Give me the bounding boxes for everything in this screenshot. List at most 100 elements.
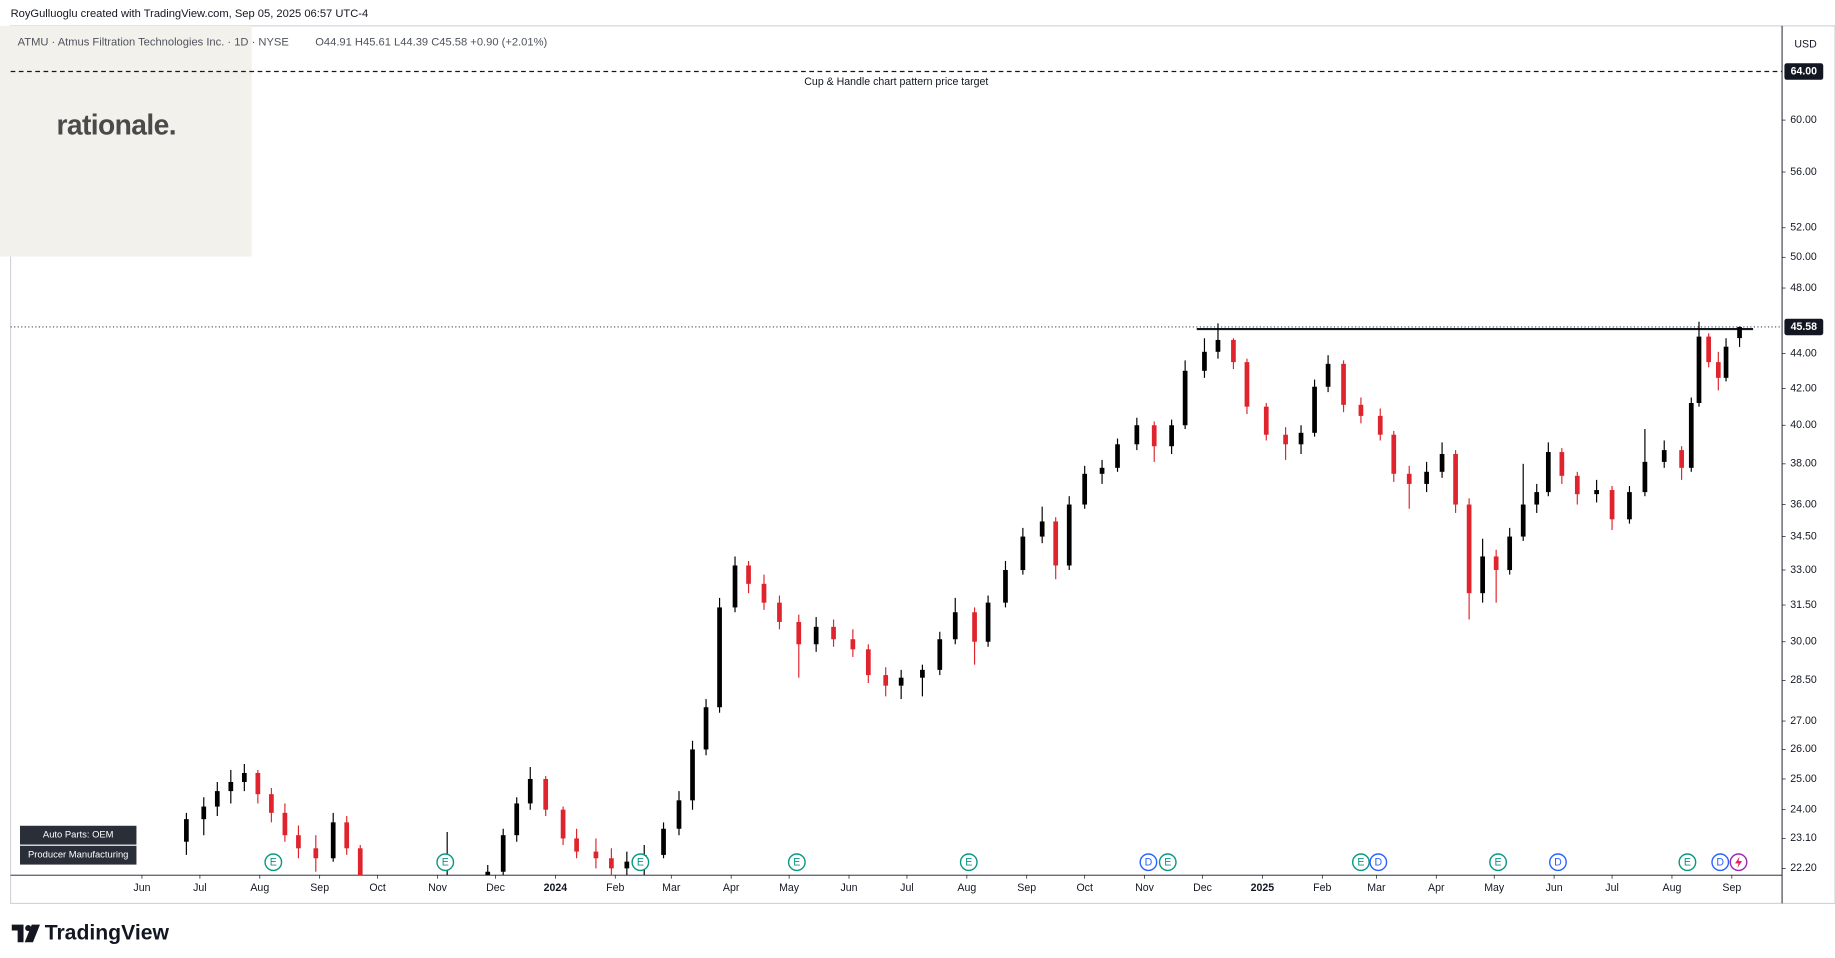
event-label: E bbox=[1164, 857, 1171, 869]
candle-body bbox=[1627, 492, 1632, 520]
x-tick-label: Aug bbox=[250, 882, 269, 894]
event-marker bbox=[959, 853, 978, 872]
candle-body bbox=[952, 612, 958, 640]
footer-brand: TradingView bbox=[45, 922, 170, 945]
y-tick-label: 31.50 bbox=[1790, 599, 1817, 611]
candle-body bbox=[1715, 362, 1721, 378]
candle-body bbox=[1020, 536, 1026, 571]
x-tick-label: Sep bbox=[1017, 882, 1036, 894]
last-price-tag bbox=[1784, 318, 1824, 336]
candle-body bbox=[1391, 434, 1397, 474]
y-tick-label: 52.00 bbox=[1790, 222, 1817, 234]
candle-body bbox=[624, 861, 630, 869]
y-tick-label: 26.00 bbox=[1790, 743, 1817, 755]
y-tick-label: 42.00 bbox=[1790, 382, 1817, 394]
candle-body bbox=[1559, 452, 1565, 476]
candle-body bbox=[1169, 425, 1174, 447]
candle-body bbox=[1325, 363, 1331, 387]
candle-body bbox=[1594, 490, 1599, 495]
candle-body bbox=[1453, 454, 1458, 505]
candle-body bbox=[514, 803, 520, 836]
y-tick-label: 60.00 bbox=[1790, 114, 1817, 126]
y-tick-label: 50.00 bbox=[1790, 251, 1817, 263]
event-marker bbox=[264, 853, 283, 872]
x-tick-label: Apr bbox=[1428, 882, 1445, 894]
x-tick-label: May bbox=[779, 882, 800, 894]
candle-body bbox=[1231, 339, 1236, 363]
candle-body bbox=[593, 851, 599, 859]
candle-body bbox=[898, 677, 904, 686]
candle-body bbox=[313, 848, 319, 859]
candle-body bbox=[357, 848, 363, 876]
candle-body bbox=[1507, 536, 1513, 571]
target-text: Cup & Handle chart pattern price target bbox=[804, 76, 988, 88]
candle-body bbox=[1706, 336, 1712, 363]
candle-body bbox=[1493, 556, 1499, 571]
x-tick-label: Oct bbox=[369, 882, 386, 894]
candle-body bbox=[796, 621, 802, 645]
y-tick-label: 27.00 bbox=[1790, 715, 1817, 727]
x-tick-label: Feb bbox=[606, 882, 624, 894]
candle-body bbox=[1151, 425, 1157, 447]
candle-body bbox=[1099, 467, 1105, 474]
x-tick-label: Mar bbox=[1367, 882, 1386, 894]
candle-body bbox=[1679, 450, 1684, 468]
candle-body bbox=[813, 626, 819, 645]
y-tick-label: 56.00 bbox=[1790, 166, 1817, 178]
candle-body bbox=[1737, 326, 1742, 339]
candle-body bbox=[574, 838, 579, 852]
y-tick-label: 44.00 bbox=[1790, 347, 1817, 359]
candle-body bbox=[972, 612, 977, 642]
event-label: E bbox=[442, 857, 449, 869]
event-marker bbox=[1711, 853, 1730, 872]
candle-body bbox=[330, 822, 336, 859]
y-tick-label: 34.50 bbox=[1790, 530, 1817, 542]
candle-body bbox=[1723, 346, 1729, 378]
tradingview-logo bbox=[11, 924, 40, 943]
y-tick-label: 48.00 bbox=[1790, 282, 1817, 294]
candle-body bbox=[1244, 362, 1250, 407]
x-tick-label: Dec bbox=[1193, 882, 1213, 894]
candle-body bbox=[269, 794, 274, 813]
candle-body bbox=[1642, 461, 1648, 493]
event-marker bbox=[631, 853, 650, 872]
x-tick-label: Jul bbox=[1605, 882, 1619, 894]
candle-body bbox=[1534, 492, 1540, 505]
candle-body bbox=[703, 707, 709, 750]
candle-body bbox=[543, 778, 549, 810]
candle-body bbox=[1688, 402, 1694, 468]
candle-body bbox=[1215, 339, 1221, 352]
sector-label: Auto Parts: OEM bbox=[43, 829, 114, 840]
candle-body bbox=[296, 835, 301, 849]
candle-body bbox=[527, 778, 533, 804]
candle-body bbox=[746, 565, 751, 584]
y-tick-label: 24.00 bbox=[1790, 803, 1817, 815]
currency: USD bbox=[1794, 39, 1817, 51]
candle-body bbox=[1609, 490, 1615, 520]
symbol-legend: ATMU · Atmus Filtration Technologies Inc… bbox=[18, 36, 289, 48]
y-tick-label: 28.50 bbox=[1790, 674, 1817, 686]
candle-body bbox=[883, 675, 889, 686]
candle-body bbox=[1661, 450, 1667, 462]
candle-body bbox=[241, 772, 247, 782]
candle-body bbox=[1298, 432, 1304, 445]
event-label: D bbox=[1145, 857, 1153, 869]
axes: 60.00 56.00 52.00 50.00 48.00 44.00 42.00 40.00… bbox=[133, 63, 1824, 894]
ohlc-legend: O44.91 H45.61 L44.39 C45.58 +0.90 (+2.01… bbox=[315, 36, 547, 48]
event-marker bbox=[436, 853, 455, 872]
candle-body bbox=[201, 806, 207, 820]
y-tick-label: 22.20 bbox=[1790, 862, 1817, 874]
candle-body bbox=[1424, 471, 1429, 484]
y-tick-label: 25.00 bbox=[1790, 773, 1817, 785]
candle-body bbox=[228, 781, 234, 792]
candle-body bbox=[609, 858, 614, 869]
event-label: E bbox=[965, 857, 972, 869]
logo-box bbox=[0, 25, 252, 257]
candle-body bbox=[1283, 434, 1288, 445]
candle-body bbox=[1358, 404, 1364, 416]
candle-body bbox=[214, 791, 220, 807]
target-price-label: 64.00 bbox=[1791, 65, 1818, 77]
logo: rationale. bbox=[56, 109, 176, 141]
candle-body bbox=[1066, 504, 1072, 566]
